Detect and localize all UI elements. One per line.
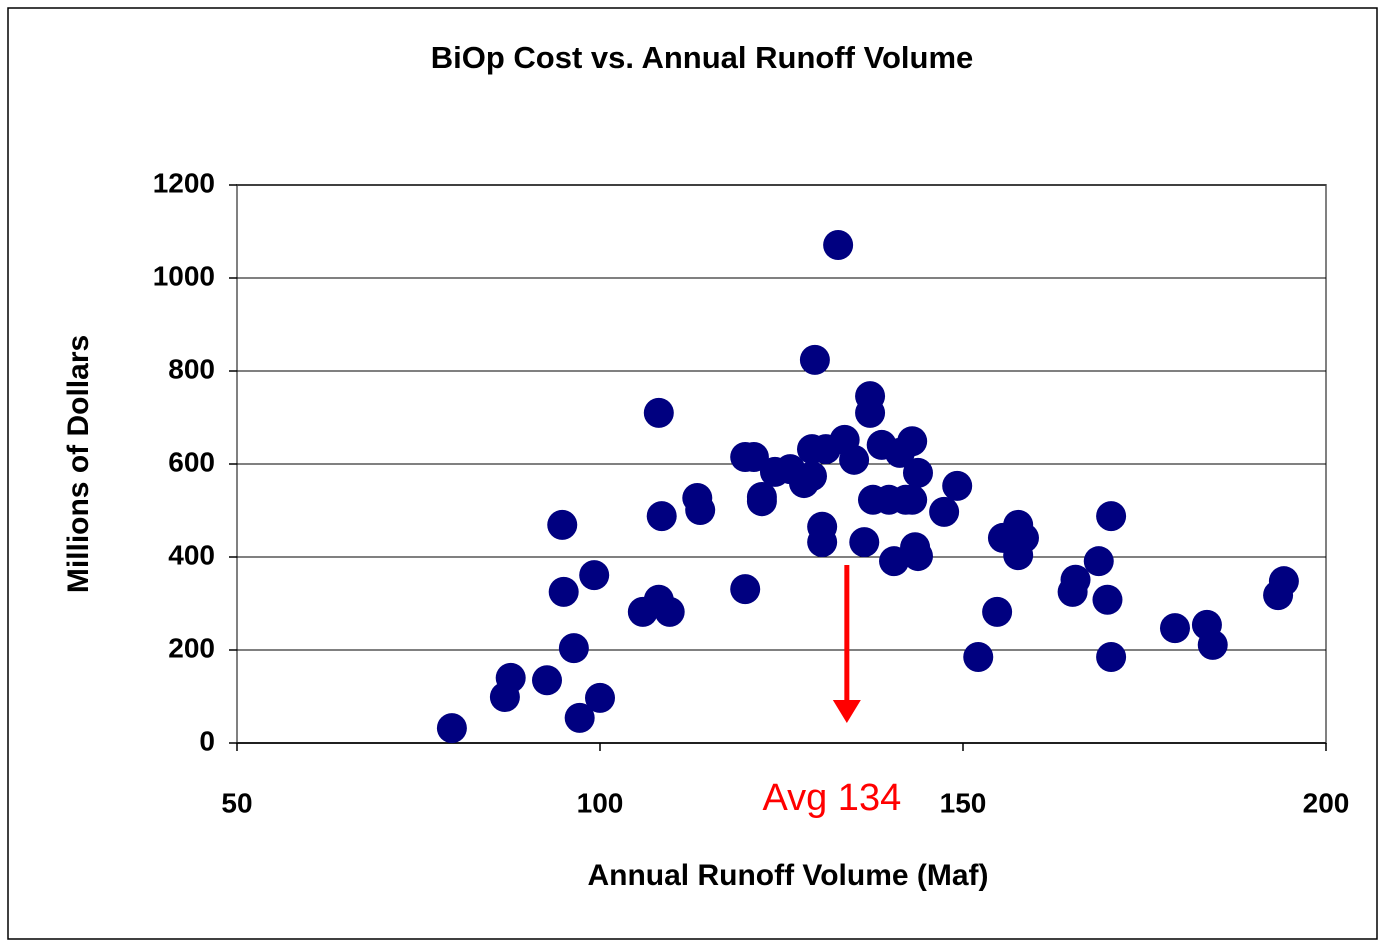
x-tick-label: 100 [577,787,624,818]
point [1096,501,1127,532]
x-tick-label: 150 [940,787,987,818]
point [1083,546,1114,577]
point [564,702,595,733]
point [1268,566,1299,597]
point [646,501,677,532]
point [1096,641,1127,672]
point [1159,613,1190,644]
point [963,641,994,672]
point [558,633,589,664]
point [879,546,910,577]
x-tick-label: 200 [1303,787,1350,818]
y-tick-label: 600 [168,446,215,477]
point [654,596,685,627]
y-tick-label: 200 [168,632,215,663]
point [807,527,838,558]
y-tick-label: 0 [199,725,215,756]
point [1008,522,1039,553]
point [746,486,777,517]
point [1197,629,1228,660]
point [1092,584,1123,615]
point [849,527,880,558]
point [982,596,1013,627]
point [942,470,973,501]
point [495,662,526,693]
point [902,457,933,488]
y-tick-label: 400 [168,539,215,570]
point [643,397,674,428]
avg-annotation: Avg 134 [762,777,901,819]
point [1060,564,1091,595]
point [738,442,769,473]
point [897,484,928,515]
point [855,397,886,428]
y-tick-label: 1000 [153,260,215,291]
point [548,576,579,607]
point [929,496,960,527]
y-axis-title: Millions of Dollars [62,335,95,593]
point [585,682,615,713]
point [799,344,830,375]
x-axis-title: Annual Runoff Volume (Maf) [587,859,988,892]
point [730,574,761,605]
avg-arrow-head [832,700,861,723]
point [796,461,827,492]
point [902,541,933,572]
point [839,444,870,475]
y-tick-label: 800 [168,353,215,384]
x-tick-label: 50 [221,787,252,818]
point [532,665,563,696]
y-tick-label: 1200 [153,167,215,198]
point [897,426,928,457]
point [547,509,578,540]
point [436,713,467,744]
chart-title: BiOp Cost vs. Annual Runoff Volume [431,40,974,75]
point [579,560,610,591]
point [685,495,716,526]
point [823,229,854,260]
